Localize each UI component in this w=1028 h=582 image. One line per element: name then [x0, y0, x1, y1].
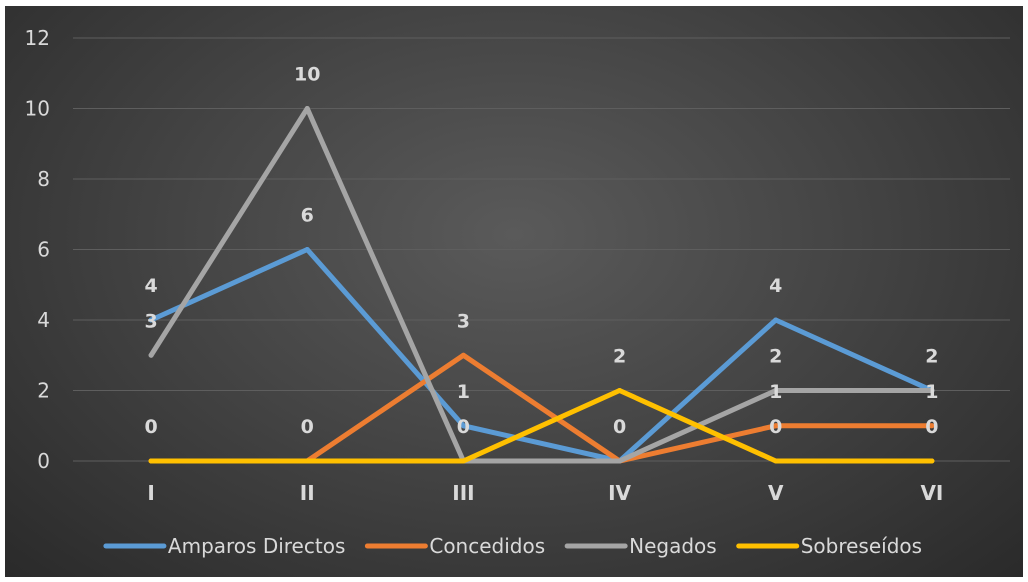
data-point: [304, 247, 310, 252]
data-point: [773, 458, 779, 464]
legend-label-4: Sobreseídos: [801, 534, 922, 558]
data-label: 0: [613, 416, 626, 438]
data-point: [929, 423, 935, 429]
y-tick-label: 4: [37, 308, 50, 332]
x-tick-label-II: II: [300, 481, 315, 505]
data-point: [460, 458, 466, 464]
chart-area: 0 2 4 6 8 10 12 I II III IV V VI 4 3 0 10 6 0 3 1 0 2 0 4 2 1 0 2 1…: [5, 6, 1023, 577]
data-point: [773, 423, 779, 429]
legend-label-1: Amparos Directos: [168, 534, 345, 558]
data-label: 1: [457, 381, 470, 403]
data-label: 1: [925, 381, 938, 403]
y-tick-label: 10: [25, 97, 50, 121]
data-point: [148, 352, 154, 358]
data-point: [929, 458, 935, 464]
data-point: [460, 423, 466, 429]
data-point: [773, 317, 779, 323]
legend-label-2: Concedidos: [429, 534, 545, 558]
legend-label-3: Negados: [629, 534, 717, 558]
y-tick-label: 2: [37, 379, 50, 403]
data-point: [460, 352, 466, 358]
data-label: 6: [301, 205, 314, 227]
x-tick-label-I: I: [147, 481, 154, 505]
series-line-3: [148, 106, 935, 464]
series-line-1: [148, 247, 935, 464]
data-point: [617, 458, 623, 464]
data-label: 4: [144, 275, 157, 297]
series-line-4: [148, 388, 935, 464]
x-tick-label-VI: VI: [920, 481, 943, 505]
data-label: 0: [144, 416, 157, 438]
data-label: 4: [769, 275, 782, 297]
data-label: 10: [294, 64, 320, 86]
data-label: 3: [144, 310, 157, 332]
y-tick-label: 12: [25, 26, 50, 50]
data-label: 0: [301, 416, 314, 438]
data-point: [148, 317, 154, 323]
data-label: 0: [925, 416, 938, 438]
data-label: 3: [457, 310, 470, 332]
data-label: 2: [925, 346, 938, 368]
y-tick-label: 6: [37, 238, 50, 262]
y-tick-label: 0: [37, 449, 50, 473]
x-tick-label-III: III: [452, 481, 474, 505]
data-point: [617, 388, 623, 393]
data-label: 2: [769, 346, 782, 368]
data-label: 0: [769, 416, 782, 438]
data-label: 0: [457, 416, 470, 438]
data-point: [773, 388, 779, 393]
x-tick-label-V: V: [768, 481, 784, 505]
y-tick-label: 8: [37, 167, 50, 191]
data-point: [304, 458, 310, 464]
x-tick-label-IV: IV: [608, 481, 631, 505]
data-label: 2: [613, 346, 626, 368]
data-point: [304, 106, 310, 111]
data-point: [148, 458, 154, 464]
data-point: [929, 388, 935, 393]
data-label: 1: [769, 381, 782, 403]
